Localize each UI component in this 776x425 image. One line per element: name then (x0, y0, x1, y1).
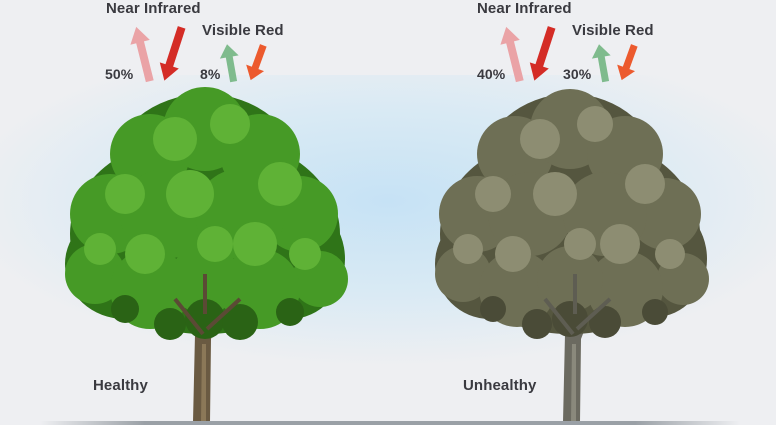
unhealthy-nir-reflected-arrow-icon (500, 26, 524, 83)
ground-line (40, 421, 740, 425)
unhealthy-tree-panel: Near Infrared Visible Red 40% 30% (370, 0, 758, 425)
healthy-nir-incoming-arrow-icon (159, 26, 186, 81)
healthy-red-title: Visible Red (202, 22, 284, 39)
healthy-tree-illustration (65, 87, 348, 422)
healthy-red-percent: 8% (200, 66, 221, 82)
unhealthy-red-reflected-arrow-icon (591, 44, 611, 83)
unhealthy-red-title: Visible Red (572, 22, 654, 39)
unhealthy-red-percent: 30% (563, 66, 592, 82)
healthy-tree-panel: Near Infrared Visible Red 50% 8% (65, 0, 348, 422)
unhealthy-nir-percent: 40% (477, 66, 506, 82)
healthy-red-incoming-arrow-icon (246, 44, 267, 81)
unhealthy-tree-illustration (435, 89, 709, 422)
healthy-nir-reflected-arrow-icon (130, 26, 154, 83)
healthy-status-label: Healthy (93, 377, 148, 394)
unhealthy-red-incoming-arrow-icon (617, 44, 638, 81)
unhealthy-nir-incoming-arrow-icon (529, 26, 556, 81)
healthy-red-reflected-arrow-icon (219, 44, 239, 83)
unhealthy-status-label: Unhealthy (463, 377, 537, 394)
healthy-nir-percent: 50% (105, 66, 134, 82)
healthy-nir-title: Near Infrared (106, 0, 201, 17)
unhealthy-nir-title: Near Infrared (477, 0, 572, 17)
